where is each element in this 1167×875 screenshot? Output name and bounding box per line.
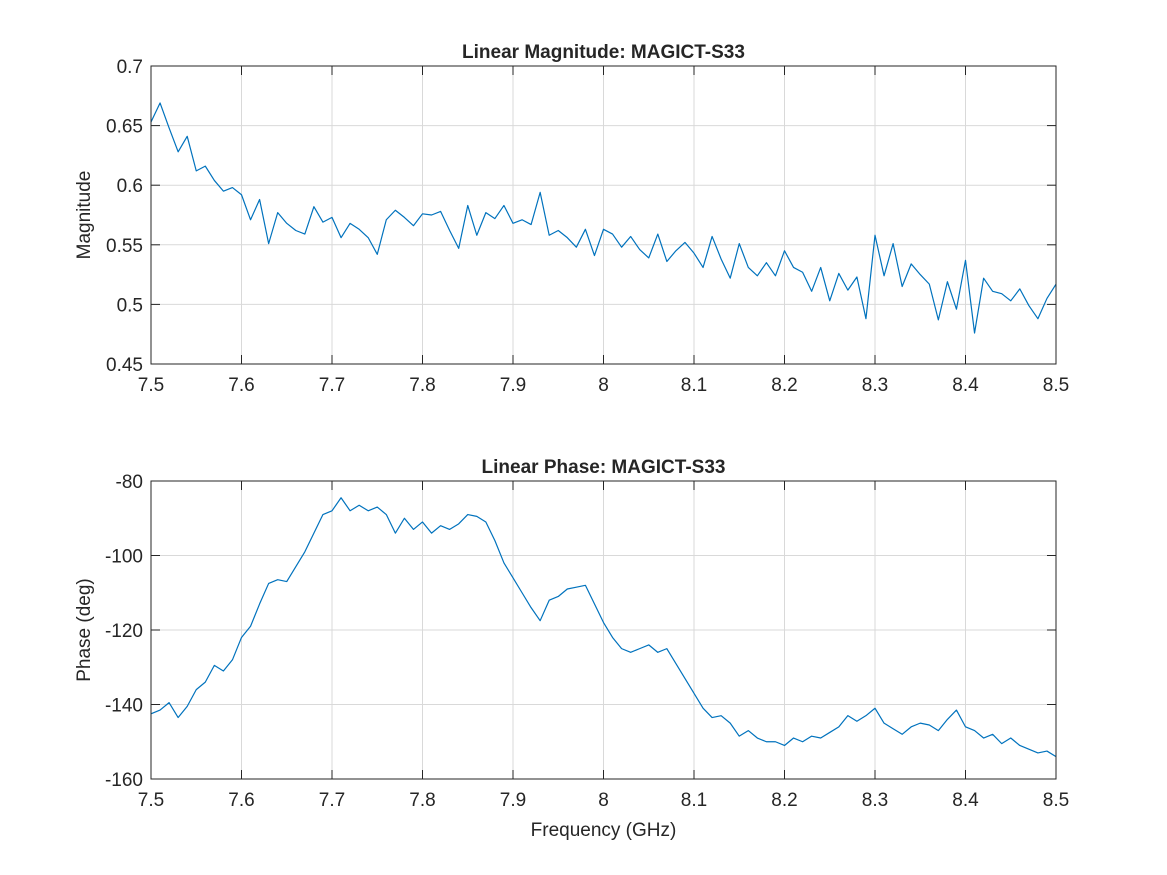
y-tick-label: 0.45 — [106, 355, 143, 376]
series-line — [150, 102, 1057, 334]
y-tick-label: 0.5 — [117, 295, 143, 316]
y-tick-label: 0.7 — [117, 57, 143, 78]
grid — [150, 480, 1057, 780]
y-tick-label: -160 — [105, 770, 143, 791]
x-tick-label: 8.2 — [771, 790, 797, 811]
x-tick-label: 7.5 — [138, 375, 164, 396]
grid — [150, 65, 1057, 365]
y-tick-label: -100 — [105, 547, 143, 568]
y-axis-label: Magnitude — [74, 171, 95, 260]
x-tick-label: 8.1 — [681, 375, 707, 396]
x-tick-label: 7.7 — [319, 375, 345, 396]
chart-title: Linear Magnitude: MAGICT-S33 — [462, 42, 745, 63]
x-axis-label: Frequency (GHz) — [531, 820, 677, 841]
x-tick-label: 8.3 — [862, 375, 888, 396]
x-tick-label: 7.9 — [500, 375, 526, 396]
x-tick-label: 7.8 — [409, 790, 435, 811]
x-tick-label: 8 — [598, 790, 609, 811]
x-tick-label: 8.2 — [771, 375, 797, 396]
y-tick-label: 0.65 — [106, 117, 143, 138]
y-tick-label: 0.6 — [117, 176, 143, 197]
x-tick-label: 7.8 — [409, 375, 435, 396]
y-tick-label: -120 — [105, 621, 143, 642]
magnitude-chart: 7.5 7.6 7.7 7.8 7.9 8 8.1 8.2 8.3 8.4 8.5 0.45 0.5 0.… — [74, 42, 1069, 396]
y-axis-label: Phase (deg) — [74, 578, 95, 682]
y-tick-label: 0.55 — [106, 236, 143, 257]
x-tick-label: 8.1 — [681, 790, 707, 811]
x-tick-label: 8.3 — [862, 790, 888, 811]
chart-title: Linear Phase: MAGICT-S33 — [482, 457, 726, 478]
x-tick-label: 7.6 — [228, 375, 254, 396]
x-tick-label: 8.4 — [952, 375, 979, 396]
x-tick-label: 7.7 — [319, 790, 345, 811]
x-tick-label: 8.5 — [1043, 790, 1069, 811]
x-tick-label: 7.6 — [228, 790, 254, 811]
y-tick-label: -80 — [116, 472, 143, 493]
x-tick-label: 7.9 — [500, 790, 526, 811]
x-tick-label: 8 — [598, 375, 609, 396]
phase-chart: 7.5 7.6 7.7 7.8 7.9 8 8.1 8.2 8.3 8.4 8.5 -160 -140 -… — [74, 457, 1069, 841]
x-tick-label: 8.4 — [952, 790, 979, 811]
x-tick-label: 7.5 — [138, 790, 164, 811]
series-line — [150, 497, 1057, 758]
y-tick-label: -140 — [105, 696, 143, 717]
x-tick-label: 8.5 — [1043, 375, 1069, 396]
